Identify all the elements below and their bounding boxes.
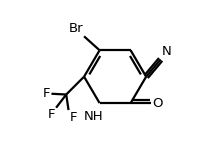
Text: Br: Br <box>69 22 83 35</box>
Text: N: N <box>162 45 172 58</box>
Text: F: F <box>69 111 77 124</box>
Text: F: F <box>48 109 55 122</box>
Text: NH: NH <box>84 110 103 123</box>
Text: F: F <box>43 87 51 100</box>
Text: O: O <box>152 97 163 109</box>
